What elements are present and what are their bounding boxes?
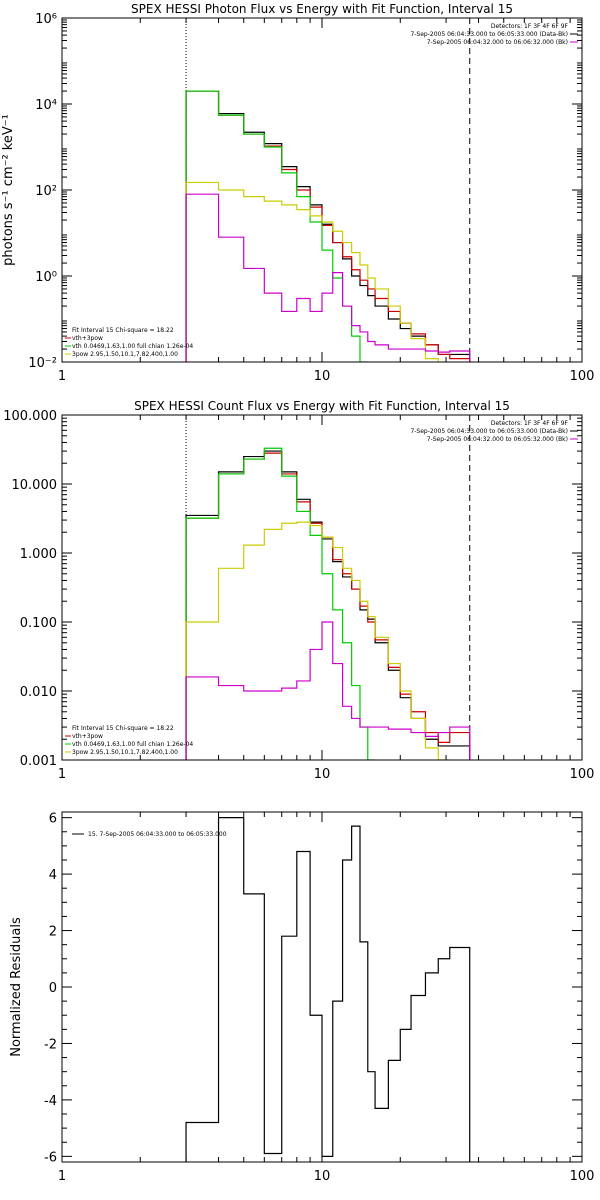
legend-tr-entry: Detectors: 1F 3F 4F 6F 9F [491,23,569,30]
legend-bl-entry: vth+3pow [72,733,103,740]
legend-bl-entry: vth+3pow [72,335,103,342]
y-tick-label: 4 [49,868,57,883]
legend-bl-entry: 3pow 2.95,1.50,10.1,7.82,400,1.00 [72,351,178,358]
y-tick-label: 1.000 [20,547,57,562]
legend-tr-entry: Detectors: 1F 3F 4F 6F 9F [491,420,569,427]
y-tick-label: 0 [49,981,57,996]
y-axis-label: Normalized Residuals [9,917,24,1057]
count-flux-panel: SPEX HESSI Count Flux vs Energy with Fit… [3,399,594,782]
series-residuals [185,817,471,1162]
legend-tr-entry: 7-Sep-2005 06:04:32.000 to 06:05:32.000 … [427,436,568,443]
series-fit-powerlaw [185,521,450,760]
y-tick-label: 10² [35,184,57,199]
legend-tr-entry: 7-Sep-2005 06:04:33.000 to 06:05:33.000 … [410,31,568,38]
legend-bl-entry: Fit Interval 15 Chi-square = 18.22 [72,327,174,334]
x-tick-label: 1 [58,767,66,782]
series-group [185,447,471,760]
y-tick-label: 10⁴ [35,98,57,113]
chart-title: SPEX HESSI Photon Flux vs Energy with Fi… [131,2,513,16]
y-tick-label: -6 [44,1150,57,1165]
y-axis-label: photons s⁻¹ cm⁻² keV⁻¹ [1,114,16,266]
legend-bl-entry: Fit Interval 15 Chi-square = 18.22 [72,725,174,732]
residuals-panel: Normalized Residuals 1 10 100 -6 -4 -2 0 2 4 6 15. … [9,811,595,1184]
legend-tl-entry: 15. 7-Sep-2005 06:04:33.000 to 06:05:33.… [88,831,227,838]
x-tick-label: 1 [58,369,66,384]
plot-frame [61,414,583,761]
y-tick-label: 10⁶ [35,12,57,27]
y-tick-label: -2 [44,1037,57,1052]
x-tick-label: 10 [314,369,331,384]
x-tick-label: 100 [570,1169,595,1184]
y-tick-label: 6 [49,812,57,827]
series-background [185,621,471,760]
legend-tr-entry: 7-Sep-2005 06:04:32.000 to 06:06:32.000 … [427,39,568,46]
x-tick-label: 10 [314,1169,331,1184]
legend-bl-entry: vth 0.0469,1.63,1.00 full chian 1.26e-04 [72,343,193,350]
x-tick-label: 100 [570,767,595,782]
y-tick-label: 0.100 [20,616,57,631]
series-group [185,90,471,362]
y-tick-label: 10⁰ [35,270,57,285]
y-tick-label: 2 [49,925,57,940]
chart-title: SPEX HESSI Count Flux vs Energy with Fit… [134,399,510,413]
y-tick-label: -4 [44,1094,57,1109]
y-tick-label: 0.001 [20,754,57,769]
series-data [185,90,471,362]
y-tick-label: 0.010 [20,685,57,700]
y-tick-label: 10⁻² [28,356,57,371]
y-tick-label: 100.000 [3,409,57,424]
x-tick-label: 100 [570,369,595,384]
y-tick-label: 10.000 [12,478,58,493]
series-background [185,193,471,362]
legend-bl-entry: vth 0.0469,1.63,1.00 full chian 1.26e-04 [72,741,193,748]
x-tick-label: 10 [314,767,331,782]
plot-frame [61,17,583,363]
series-group [185,817,471,1162]
legend-tr-entry: 7-Sep-2005 06:04:33.000 to 06:05:33.000 … [410,428,568,435]
plot-frame [61,811,583,1163]
photon-flux-panel: SPEX HESSI Photon Flux vs Energy with Fi… [1,2,594,384]
legend-bl-entry: 3pow 2.95,1.50,10.1,7.82,400,1.00 [72,749,178,756]
series-fit-powerlaw [185,181,451,362]
x-tick-label: 1 [58,1169,66,1184]
